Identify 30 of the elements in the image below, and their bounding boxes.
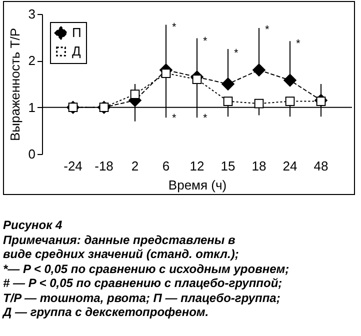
annotation: * [172,112,177,125]
x-tick-label: 15 [220,158,236,174]
y-tick-label: 2 [28,53,36,68]
x-tick-label: 48 [314,158,328,174]
text: Примечания: данные представлены в виде средних значений (станд. откл.); [3,232,240,262]
legend-label: П [72,25,82,40]
x-tick-label: 18 [252,158,266,174]
legend-label: Д [72,44,81,58]
x-tick-label: 24 [282,158,298,174]
annotation: * [203,36,208,48]
y-tick-label: 1 [28,100,36,115]
x-tick-label: -24 [64,158,82,174]
text: T/P — тошнота, рвота; П — плацебо-группа; [3,290,282,305]
annotation: * [172,22,177,34]
annotation: * [265,24,270,36]
text: Рисунок 4 [3,218,64,232]
annotation: * [234,47,239,60]
text: # — P < 0,05 по сравнению с плацебо-группой; [3,276,284,290]
annotation: * [296,38,301,50]
x-tick-label: 6 [162,158,170,174]
y-tick-label: 3 [28,6,36,22]
x-tick-label: -18 [94,158,114,174]
text: *— P < 0,05 по сравнению с исходным уровнем; [3,262,290,276]
y-axis-title: Выраженность T/P [7,28,22,142]
annotation: * [203,112,208,125]
x-tick-label: 12 [190,158,204,174]
x-tick-label: 2 [131,158,139,174]
x-axis-title: Время (ч) [168,178,227,192]
text: Д — группа с декскетопрофеном. [3,305,210,320]
y-tick-label: 0 [28,146,36,162]
